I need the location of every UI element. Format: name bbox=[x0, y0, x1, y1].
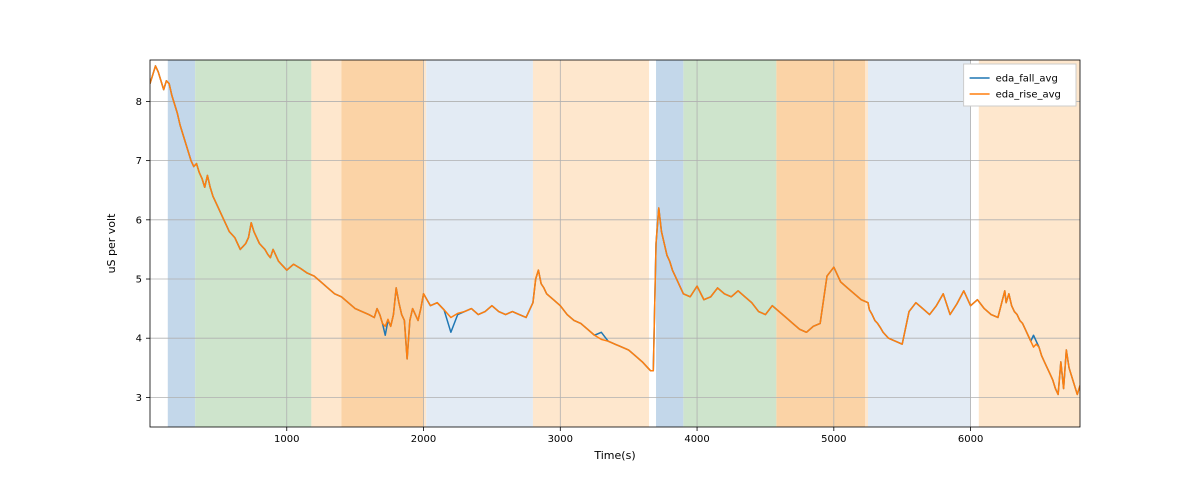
y-tick-label: 3 bbox=[136, 393, 142, 404]
legend: eda_fall_avg eda_rise_avg bbox=[964, 64, 1076, 106]
x-tick-label: 1000 bbox=[274, 434, 299, 445]
x-axis-label: Time(s) bbox=[593, 449, 635, 462]
y-axis-label: uS per volt bbox=[105, 213, 118, 274]
legend-label: eda_fall_avg bbox=[996, 74, 1058, 85]
legend-label: eda_rise_avg bbox=[996, 90, 1061, 101]
y-axis: 3 4 5 6 7 8 uS per volt bbox=[105, 97, 150, 404]
x-axis: 1000 2000 3000 4000 5000 6000 Time(s) bbox=[274, 427, 983, 462]
y-tick-label: 7 bbox=[136, 156, 142, 167]
y-tick-label: 6 bbox=[136, 215, 142, 226]
x-tick-label: 5000 bbox=[821, 434, 846, 445]
y-tick-label: 5 bbox=[136, 275, 142, 286]
x-tick-label: 2000 bbox=[411, 434, 436, 445]
x-tick-label: 3000 bbox=[548, 434, 573, 445]
x-tick-label: 4000 bbox=[684, 434, 709, 445]
y-tick-label: 8 bbox=[136, 97, 142, 108]
x-tick-label: 6000 bbox=[958, 434, 983, 445]
eda-line-chart: 1000 2000 3000 4000 5000 6000 Time(s) 3 4 5 6 7 8 uS … bbox=[0, 0, 1200, 500]
background-regions bbox=[168, 60, 1080, 427]
y-tick-label: 4 bbox=[136, 334, 142, 345]
